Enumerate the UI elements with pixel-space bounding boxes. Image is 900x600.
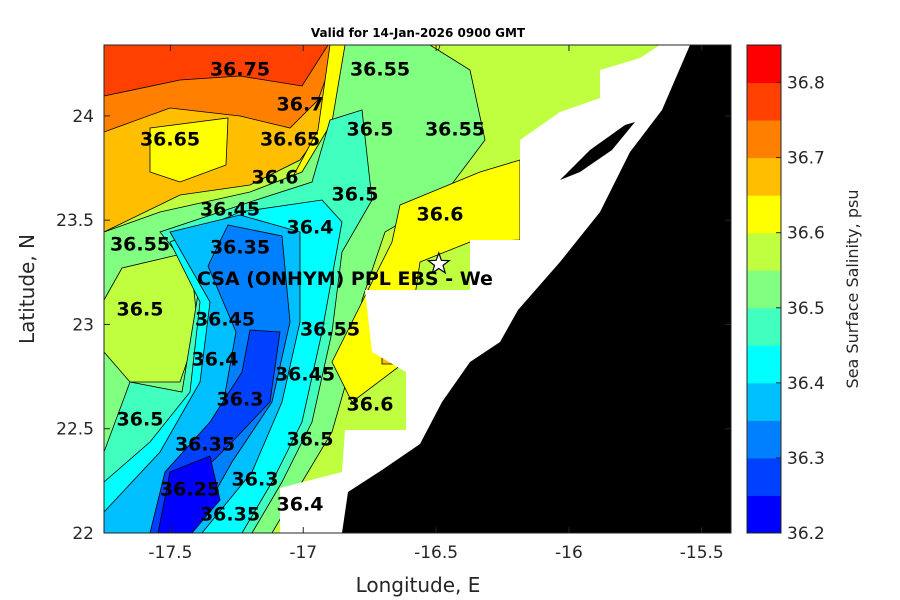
colorbar-band [747,195,781,234]
contour-region-4 [149,117,229,183]
contour-region-14 [157,455,221,533]
colorbar-band [747,495,781,534]
x-tick-label: -16.5 [414,543,458,563]
y-tick-label: 22 [72,524,94,544]
colorbar-frame [746,44,782,534]
land [342,45,731,533]
contour-label: 36.4 [192,349,239,371]
contour-label: 36.5 [347,119,394,141]
contour-label: 36.5 [117,409,164,431]
colorbar-tick-label: 36.5 [787,299,825,319]
x-axis-label: Longitude, E [356,573,481,597]
station-label: CSA (ONHYM) PPL EBS - We [197,268,493,290]
colorbar-band [747,307,781,346]
contour-label: 36.25 [160,479,220,501]
axes: -17.5 -17 -16.5 -16 -15.5 22 22.5 23 23.5 24 [56,44,732,563]
colorbar-tick-label: 36.8 [787,74,825,94]
contour-region-3 [104,45,329,97]
contour-label: 36.55 [425,119,485,141]
contour-label: 36.45 [200,199,260,221]
colorbar-tick-label: 36.6 [787,224,825,244]
contour-label: 36.55 [300,319,360,341]
plot-area: CSA (ONHYM) PPL EBS - We 36.75 36.65 36.7 36… [104,45,731,533]
colorbar-band [747,157,781,196]
colorbar-tick-label: 36.7 [787,149,825,169]
y-axis-label: Latitude, N [15,234,39,344]
contour-label: 36.45 [195,309,255,331]
colorbar-tick-label: 36.2 [787,524,825,544]
colorbar-band [747,82,781,121]
colorbar-band [747,270,781,309]
contour-label: 36.45 [275,364,335,386]
contour-label: 36.6 [417,204,464,226]
colorbar-band [747,120,781,159]
contour-label: 36.5 [117,299,164,321]
contour-label: 36.6 [252,167,299,189]
contour-label: 36.65 [260,129,320,151]
contour-label: 36.7 [277,94,324,116]
contour-label: 36.55 [110,234,170,256]
station-star-icon [426,251,451,275]
y-tick-label: 24 [72,107,94,127]
contour-label: 36.35 [200,504,260,526]
colorbar-band [747,420,781,459]
plot-frame [103,44,732,534]
contour-label: 36.4 [277,494,324,516]
contour-label: 36.4 [287,217,334,239]
colorbar-band [747,345,781,384]
x-tick-label: -15.5 [680,543,724,563]
contour-label: 36.75 [210,59,270,81]
y-tick-label: 22.5 [56,420,94,440]
colorbar-tick-label: 36.4 [787,374,825,394]
y-tick-label: 23.5 [56,211,94,231]
contour-label: 36.5 [332,184,379,206]
colorbar-band [747,232,781,271]
contour-label: 36.3 [232,469,279,491]
colorbar: 36.2 36.3 36.4 36.5 36.6 36.7 36.8 [746,44,825,544]
contour-label: 36.3 [217,389,264,411]
x-tick-label: -16 [555,543,583,563]
contour-label: 36.65 [140,129,200,151]
contour-label: 36.5 [287,429,334,451]
colorbar-label: Sea Surface Salinity, psu [843,190,862,389]
contour-fill: CSA (ONHYM) PPL EBS - We 36.75 36.65 36.7 36… [104,45,731,533]
colorbar-band [747,382,781,421]
contour-region-12 [149,224,291,533]
x-tick-label: -17.5 [148,543,192,563]
y-tick-label: 23 [72,315,94,335]
contour-label: 36.35 [210,237,270,259]
land-island [560,122,635,180]
x-tick-label: -17 [289,543,317,563]
contour-label: 36.35 [175,434,235,456]
contour-label: 36.55 [350,59,410,81]
colorbar-band [747,45,781,84]
colorbar-band [747,457,781,496]
chart-title: Valid for 14-Jan-2026 0900 GMT [311,26,526,40]
contour-label: 36.6 [347,394,394,416]
colorbar-tick-label: 36.3 [787,449,825,469]
